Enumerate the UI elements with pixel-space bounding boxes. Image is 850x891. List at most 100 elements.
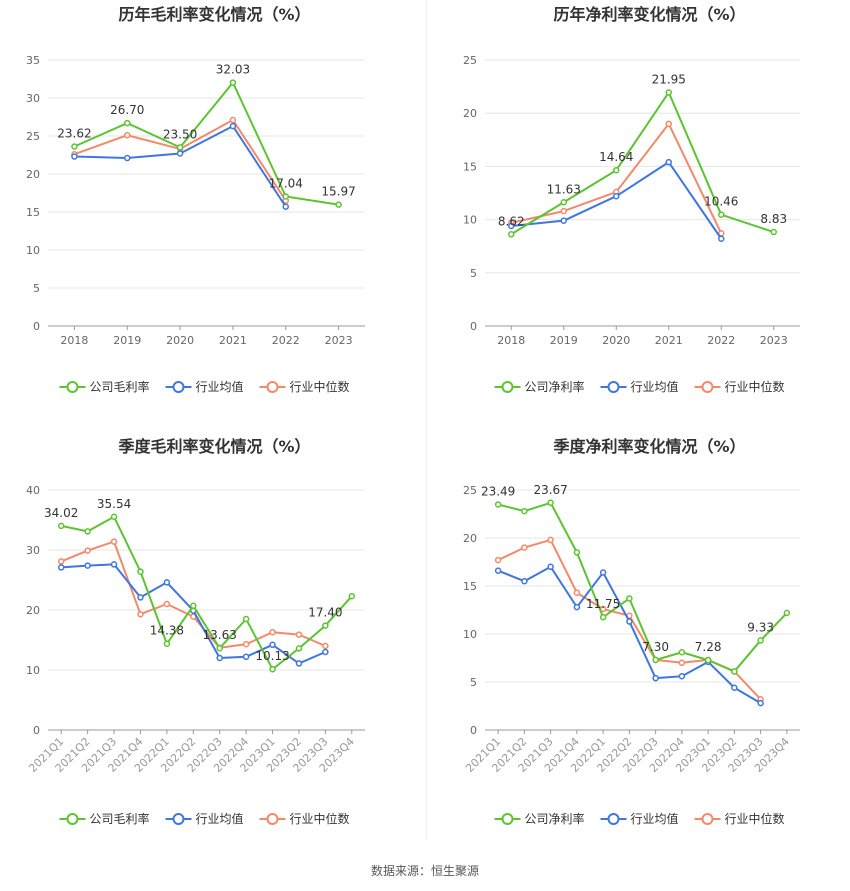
- data-point: [242, 615, 250, 623]
- data-point: [599, 569, 607, 576]
- x-tick-label: 2023: [325, 334, 353, 347]
- data-point: [295, 631, 303, 638]
- data-point: [560, 199, 567, 206]
- data-point: [665, 158, 672, 166]
- data-label: 17.40: [308, 606, 342, 620]
- data-label: 21.95: [652, 72, 686, 86]
- data-point: [71, 153, 78, 160]
- annual-gross-margin-chart: 历年毛利率变化情况（%） 0 5 10 15 20 25 30 35 2018 2019 2020 20…: [0, 0, 425, 430]
- data-point: [269, 641, 276, 649]
- data-point: [216, 654, 223, 662]
- series-line-0: [74, 81, 339, 206]
- data-point: [242, 640, 250, 648]
- data-point: [57, 558, 65, 565]
- chart-title: 季度毛利率变化情况（%）: [117, 437, 310, 456]
- legend-label: 公司毛利率: [90, 811, 150, 826]
- data-point: [573, 549, 581, 556]
- legend-item: 行业均值: [600, 379, 679, 394]
- data-point: [57, 522, 65, 530]
- y-tick-label: 15: [463, 580, 477, 593]
- y-tick-label: 25: [463, 484, 477, 497]
- x-tick-label: 2020: [166, 334, 194, 347]
- data-point: [163, 600, 171, 608]
- data-label: 8.62: [498, 214, 525, 228]
- legend-marker: [607, 813, 620, 825]
- data-point: [573, 603, 581, 611]
- y-tick-label: 30: [26, 92, 40, 105]
- legend-item: 行业均值: [600, 811, 679, 826]
- data-point: [242, 653, 250, 661]
- legend-label: 行业中位数: [725, 811, 785, 826]
- chart-title: 历年毛利率变化情况（%）: [118, 5, 310, 24]
- data-point: [678, 648, 686, 656]
- data-point: [678, 659, 686, 667]
- y-tick-label: 10: [463, 214, 477, 227]
- series-line-0: [61, 515, 353, 671]
- y-tick-label: 5: [470, 676, 477, 689]
- data-point: [124, 119, 131, 127]
- legend-marker: [701, 381, 714, 393]
- data-point: [678, 672, 686, 680]
- data-label: 9.33: [747, 620, 774, 634]
- x-tick-label: 2022: [707, 334, 735, 347]
- chart-svg: 季度毛利率变化情况（%）0102030402021Q12021Q22021Q32…: [26, 437, 365, 826]
- data-point: [599, 613, 607, 621]
- legend-item: 行业均值: [165, 379, 244, 394]
- data-point: [626, 595, 633, 602]
- data-point: [508, 231, 515, 238]
- data-label: 14.64: [599, 150, 633, 164]
- data-point: [282, 193, 289, 200]
- data-label: 23.67: [533, 483, 567, 497]
- legend-label: 公司净利率: [525, 379, 585, 394]
- data-label: 23.50: [163, 127, 197, 141]
- data-label: 8.83: [760, 212, 787, 226]
- data-point: [137, 594, 144, 601]
- legend-label: 行业中位数: [290, 811, 350, 826]
- data-point: [110, 538, 118, 545]
- data-point: [84, 547, 91, 554]
- data-point: [163, 640, 171, 647]
- data-point: [494, 501, 502, 508]
- data-point: [110, 561, 118, 568]
- data-point: [71, 143, 78, 150]
- legend-label: 行业均值: [196, 811, 244, 826]
- data-label: 10.46: [704, 195, 738, 209]
- legend-label: 行业均值: [631, 379, 679, 394]
- series-line-0: [510, 91, 775, 236]
- data-label: 14.38: [150, 624, 184, 638]
- y-tick-label: 10: [26, 664, 40, 677]
- legend-label: 行业中位数: [725, 379, 785, 394]
- legend-marker: [266, 813, 279, 825]
- chart-svg: 季度净利率变化情况（%）05101520252021Q12021Q22021Q3…: [463, 437, 800, 826]
- series-line-0: [497, 501, 788, 673]
- data-point: [560, 217, 567, 224]
- y-tick-label: 0: [33, 320, 40, 333]
- chart-svg: 历年净利率变化情况（%） 0 5 10 15 20 25 2018 2019 2020 2021 20…: [463, 5, 800, 394]
- series-line-1: [511, 161, 723, 240]
- data-point: [84, 528, 91, 535]
- data-point: [731, 684, 738, 692]
- data-point: [229, 122, 237, 130]
- data-label: 7.28: [695, 640, 722, 654]
- data-point: [626, 618, 633, 625]
- y-tick-label: 0: [470, 320, 477, 333]
- legend-marker: [66, 813, 79, 825]
- legend-label: 公司净利率: [525, 811, 585, 826]
- data-label: 10.13: [255, 649, 289, 663]
- legend-item: 公司净利率: [494, 811, 585, 826]
- legend-item: 行业中位数: [694, 379, 785, 394]
- data-label: 7.30: [642, 640, 669, 654]
- data-point: [137, 610, 144, 618]
- data-label: 26.70: [110, 103, 144, 117]
- legend-label: 行业均值: [196, 379, 244, 394]
- y-tick-label: 20: [26, 168, 40, 181]
- legend-marker: [66, 381, 79, 393]
- data-point: [718, 211, 725, 218]
- y-tick-label: 35: [26, 54, 40, 67]
- data-point: [229, 79, 237, 86]
- legend-marker: [501, 813, 514, 825]
- data-point: [783, 609, 791, 617]
- data-point: [521, 544, 528, 551]
- legend-label: 行业均值: [631, 811, 679, 826]
- data-point: [137, 568, 144, 575]
